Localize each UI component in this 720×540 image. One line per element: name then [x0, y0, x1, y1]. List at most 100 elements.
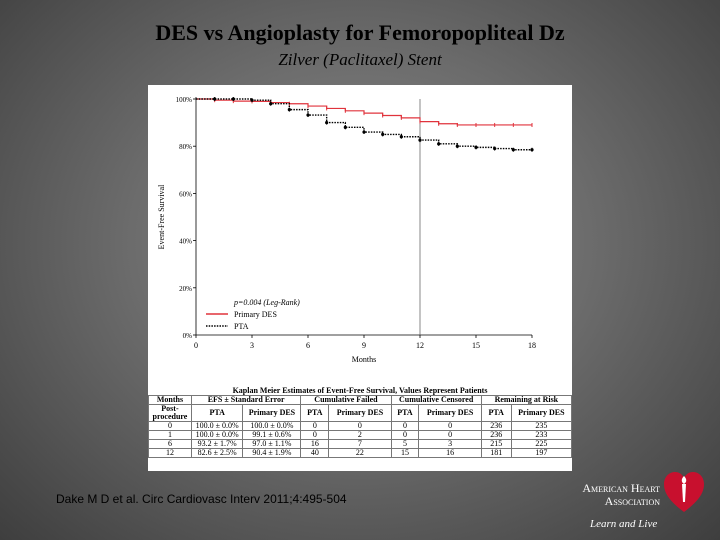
sub-header: PTA [480, 404, 512, 422]
table-cell: 0 [300, 430, 330, 440]
col-months: Months [148, 395, 192, 405]
data-point [250, 98, 254, 102]
table-cell: 0 [418, 430, 482, 440]
sub-header: Primary DES [242, 404, 302, 422]
data-point [493, 146, 497, 151]
table-cell: 7 [328, 439, 392, 449]
data-point [455, 144, 459, 148]
table-cell: 100.0 ± 0.0% [190, 421, 244, 431]
table-cell: 12 [148, 448, 192, 458]
col-censored: Cumulative Censored [390, 395, 482, 405]
legend-label: PTA [234, 322, 249, 331]
table-cell: 93.2 ± 1.7% [190, 439, 244, 449]
table-cell: 40 [300, 448, 330, 458]
y-tick-label: 80% [179, 143, 192, 151]
legend-label: Primary DES [234, 310, 277, 319]
table-cell: 0 [418, 421, 482, 431]
x-tick-label: 0 [194, 341, 198, 350]
table-cell: 0 [390, 430, 420, 440]
table-cell: 82.6 ± 2.5% [190, 448, 244, 458]
slide-subtitle: Zilver (Paclitaxel) Stent [278, 50, 442, 69]
data-point [418, 138, 422, 142]
data-point [325, 121, 329, 125]
y-tick-label: 0% [183, 332, 193, 340]
table-cell: 3 [418, 439, 482, 449]
table-cell: 16 [300, 439, 330, 449]
km-chart: 0% 20% 40% 60% 80% 100% 0 3 6 9 12 15 18 Months Event-… [157, 96, 536, 364]
sub-header: Primary DES [418, 404, 482, 422]
aha-logo: American Heart Association Learn and Liv… [560, 470, 710, 532]
table-row: 1 100.0 ± 0.0% 99.1 ± 0.6% 0 2 0 0 236 233 [148, 430, 573, 440]
x-axis-label: Months [352, 355, 376, 364]
col-efs: EFS ± Standard Error [190, 395, 302, 405]
data-point [474, 145, 478, 149]
table-cell: 90.4 ± 1.9% [242, 448, 302, 458]
table-cell: 0 [390, 421, 420, 431]
y-tick-label: 100% [176, 96, 193, 104]
table-cell: 22 [328, 448, 392, 458]
x-tick-label: 3 [250, 341, 254, 350]
slide-title: DES vs Angioplasty for Femoropopliteal D… [155, 20, 565, 45]
table-cell: 2 [328, 430, 392, 440]
table-row: 6 93.2 ± 1.7% 97.0 ± 1.1% 16 7 5 3 215 225 [148, 439, 573, 449]
sub-header: Primary DES [328, 404, 392, 422]
data-point [306, 113, 310, 117]
y-tick-label: 20% [179, 285, 192, 293]
x-tick-label: 15 [472, 341, 480, 350]
table-cell: 236 [480, 421, 512, 431]
col-at-risk: Remaining at Risk [480, 395, 573, 405]
sub-header: PTA [190, 404, 244, 422]
data-point [437, 142, 441, 146]
data-point [381, 132, 385, 136]
table-cell: 0 [148, 421, 192, 431]
table-cell: 97.0 ± 1.1% [242, 439, 302, 449]
x-tick-label: 18 [528, 341, 536, 350]
table-cell: 100.0 ± 0.0% [190, 430, 244, 440]
table-caption: Kaplan Meier Estimates of Event-Free Sur… [148, 387, 572, 396]
data-point [511, 148, 515, 152]
data-point [362, 130, 366, 134]
table-cell: 225 [510, 439, 573, 449]
table-cell: 6 [148, 439, 192, 449]
table-cell: 233 [510, 430, 573, 440]
logo-tagline: Learn and Live [590, 518, 658, 530]
data-point [269, 102, 273, 106]
data-point [231, 97, 235, 101]
table-cell: 15 [390, 448, 420, 458]
table-cell: 197 [510, 448, 573, 458]
data-point [343, 125, 347, 129]
km-table: Kaplan Meier Estimates of Event-Free Sur… [148, 387, 573, 458]
sub-header: PTA [300, 404, 330, 422]
y-axis-label: Event-Free Survival [157, 184, 166, 249]
table-cell: 16 [418, 448, 482, 458]
table-cell: 215 [480, 439, 512, 449]
table-cell: 5 [390, 439, 420, 449]
table-cell: 99.1 ± 0.6% [242, 430, 302, 440]
table-cell: 100.0 ± 0.0% [242, 421, 302, 431]
table-cell: 0 [328, 421, 392, 431]
table-row: 12 82.6 ± 2.5% 90.4 ± 1.9% 40 22 15 16 181 197 [148, 448, 573, 458]
table-cell: 236 [480, 430, 512, 440]
col-months-sub: Post-procedure [148, 404, 192, 422]
data-point [287, 108, 291, 112]
chart-figure: 0% 20% 40% 60% 80% 100% 0 3 6 9 12 15 18 Months Event-… [148, 85, 573, 471]
y-tick-label: 60% [179, 190, 192, 198]
x-tick-label: 9 [362, 341, 366, 350]
sub-header: PTA [390, 404, 420, 422]
y-tick-label: 40% [179, 238, 192, 246]
heart-torch-icon [664, 472, 704, 512]
table-cell: 181 [480, 448, 512, 458]
citation: Dake M D et al. Circ Cardiovasc Interv 2… [56, 492, 347, 506]
table-row: 0 100.0 ± 0.0% 100.0 ± 0.0% 0 0 0 0 236 235 [148, 421, 573, 431]
data-point [530, 148, 534, 152]
p-value-annotation: p=0.004 (Leg-Rank) [233, 298, 300, 307]
x-tick-label: 12 [416, 341, 424, 350]
data-point [399, 135, 403, 139]
table-cell: 235 [510, 421, 573, 431]
table-cell: 0 [300, 421, 330, 431]
logo-name: American Heart Association [582, 481, 660, 508]
sub-header: Primary DES [510, 404, 573, 422]
table-cell: 1 [148, 430, 192, 440]
x-tick-label: 6 [306, 341, 310, 350]
data-point [213, 97, 217, 101]
